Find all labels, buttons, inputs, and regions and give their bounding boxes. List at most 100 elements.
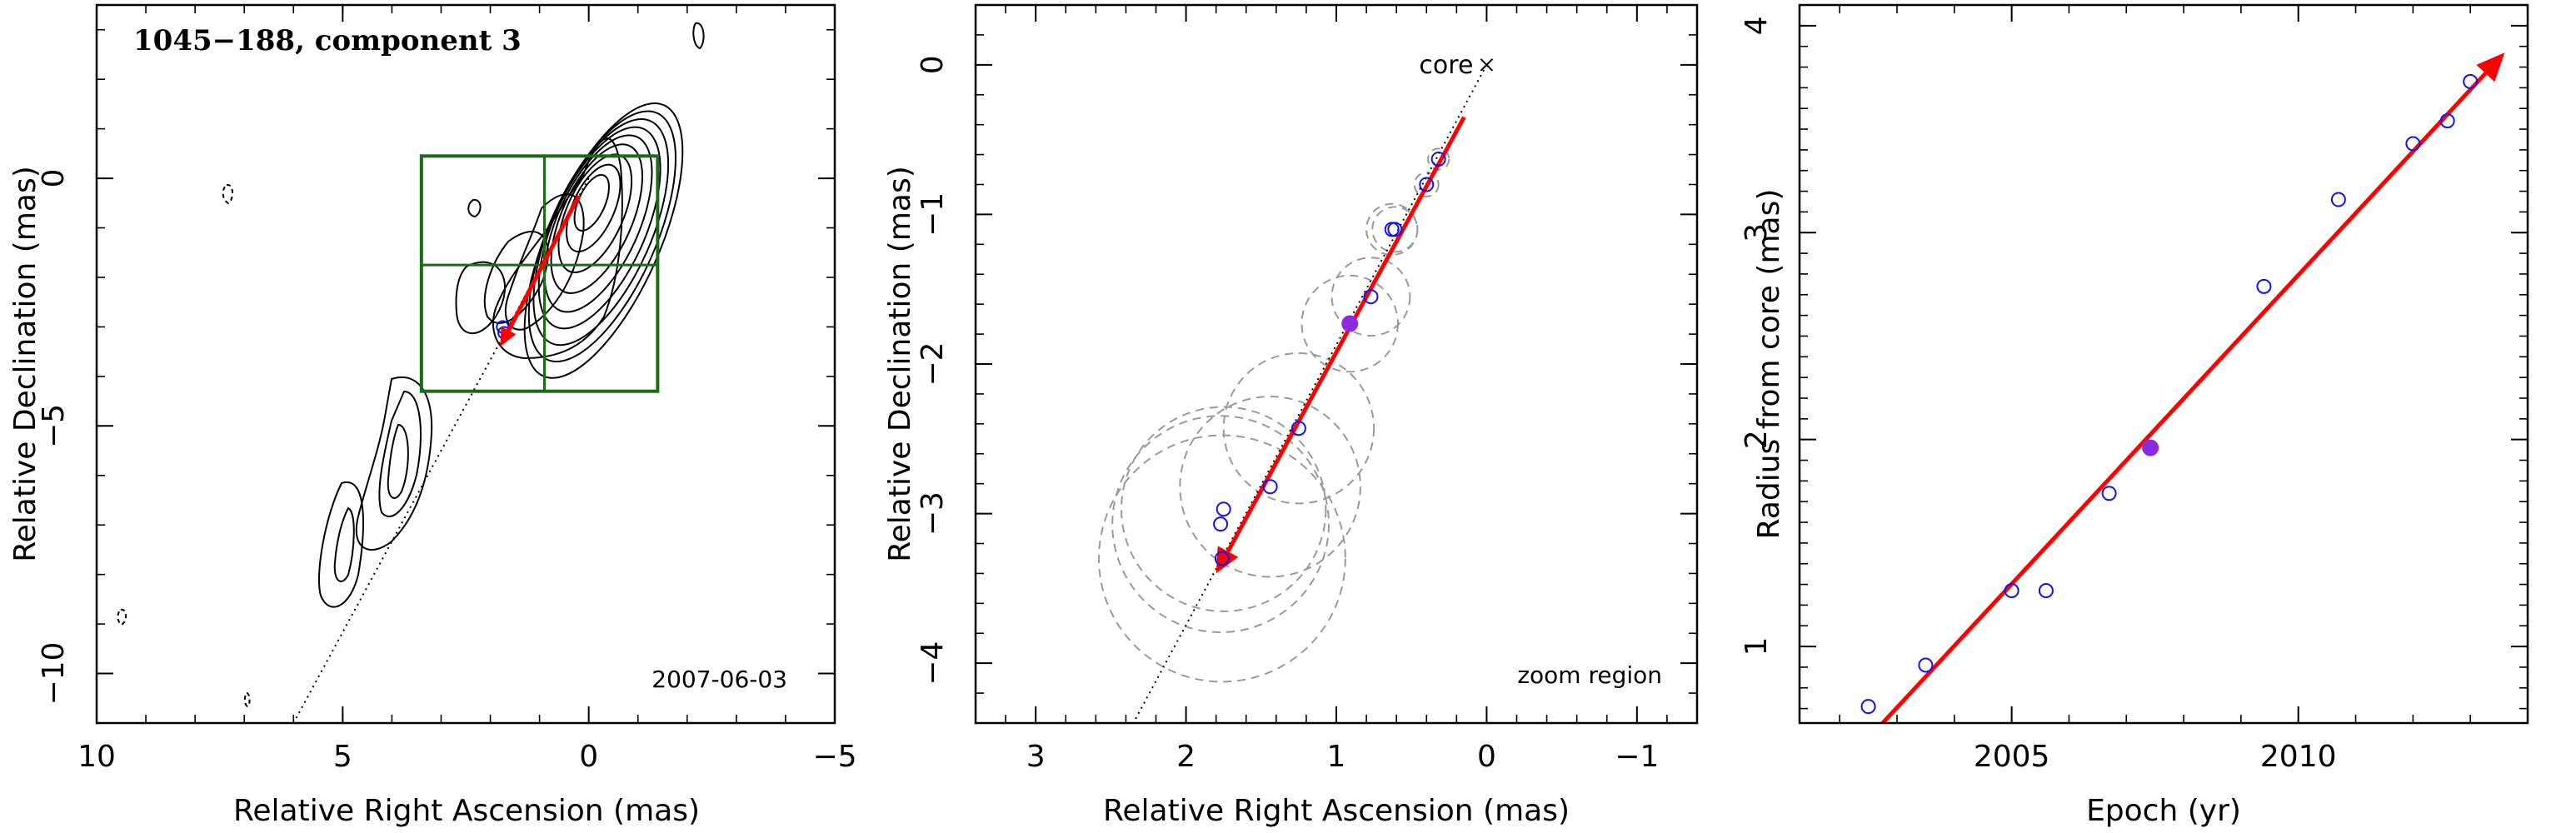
radius-y-axis-title: Radius from core (mas): [1752, 189, 1786, 540]
x-tick-label: −1: [1615, 740, 1659, 774]
zoom-plot-area: [1097, 58, 1494, 723]
x-tick-label: 2005: [1974, 740, 2050, 774]
data-point: [2330, 192, 2346, 207]
data-point: [1419, 177, 1435, 192]
jet-contour: [467, 198, 482, 218]
radius-x-axis-title: Epoch (yr): [2086, 794, 2241, 828]
x-tick-label: −5: [812, 740, 856, 774]
data-point: [2101, 486, 2117, 501]
data-point: [1262, 479, 1278, 495]
highlight-point: [2142, 439, 2159, 456]
data-point: [1384, 222, 1400, 237]
zoom-frame: [974, 3, 1699, 725]
jet-contour: [504, 193, 585, 331]
x-tick-label: 1: [1327, 740, 1346, 774]
jet-contour: [333, 506, 355, 582]
contour-level: [550, 143, 644, 294]
y-tick-label: −1: [916, 192, 950, 237]
jet-contour: [355, 376, 433, 551]
trajectory-arrow-head: [1216, 546, 1239, 574]
epoch-date-label: 2007-06-03: [651, 666, 787, 693]
contour-map-y-axis-title: Relative Declination (mas): [8, 166, 42, 562]
y-tick-label: 3: [1740, 223, 1774, 242]
data-point: [2463, 73, 2479, 89]
x-tick-label: 5: [333, 740, 352, 774]
trajectory-arrow-shaft: [507, 194, 582, 332]
error-circle: [1121, 406, 1327, 612]
contour-level: [537, 126, 661, 330]
trajectory-arrow-head: [500, 327, 517, 347]
contour-map-x-axis-title: Relative Right Ascension (mas): [233, 794, 700, 828]
contour-level: [566, 163, 622, 252]
data-point: [1860, 699, 1876, 715]
data-point: [2405, 136, 2421, 152]
contour-plot-area: [117, 22, 705, 723]
y-tick-label: 1: [1740, 637, 1774, 656]
y-tick-label: −10: [37, 642, 71, 706]
radius-frame: [1798, 3, 2529, 725]
error-circle: [1330, 257, 1411, 337]
jet-contour: [387, 423, 409, 499]
jet-contour: [455, 261, 506, 334]
y-tick-label: −4: [916, 641, 950, 686]
data-point: [2256, 278, 2272, 294]
core-marker: [1480, 58, 1494, 72]
zoom-ticks: 3 2 1 0 −1 0 −1 −2 −3 −4: [916, 4, 1698, 774]
data-point: [1430, 151, 1446, 167]
data-point: [1290, 421, 1306, 436]
fit-arrow-head: [2476, 52, 2505, 82]
fit-arrow-shaft: [1880, 72, 2488, 723]
highlight-point: [1341, 315, 1359, 332]
contour-level: [523, 102, 684, 379]
contour-map-frame: [95, 3, 836, 725]
contour-lines: [117, 22, 705, 708]
y-tick-label: 2: [1740, 430, 1774, 449]
y-tick-label: −3: [916, 491, 950, 536]
x-tick-label: 2: [1176, 740, 1196, 774]
data-point: [1363, 289, 1379, 305]
x-tick-label: 2010: [2260, 740, 2337, 774]
y-tick-label: 0: [916, 55, 950, 74]
panel-title: 1045−188, component 3: [133, 24, 522, 57]
data-point: [1216, 501, 1231, 517]
data-point: [2439, 113, 2455, 129]
jet-contour: [378, 390, 422, 517]
panel-radius-vs-epoch: 2005 2010 1 2 3 4 Epoch (yr) Radius from core…: [1740, 3, 2529, 828]
x-tick-label: 0: [579, 740, 598, 774]
x-tick-label: 3: [1026, 740, 1046, 774]
core-label: core: [1419, 51, 1473, 80]
jet-axis-line: [292, 177, 590, 723]
y-tick-label: 0: [37, 169, 71, 188]
error-circle: [1300, 274, 1399, 373]
error-circle: [1365, 202, 1419, 257]
contour-map-ticks: 10 5 0 −5 0 −5 −10: [37, 5, 857, 774]
data-point: [1213, 516, 1229, 532]
error-circle: [1179, 396, 1361, 578]
negative-contour: [222, 183, 233, 205]
data-point: [2004, 583, 2019, 599]
data-point: [2038, 583, 2054, 599]
trajectory-arrow-shaft: [1226, 116, 1466, 553]
radius-ticks: 2005 2010 1 2 3 4: [1740, 5, 2528, 774]
negative-contour: [117, 608, 127, 626]
zoom-y-axis-title: Relative Declination (mas): [883, 166, 917, 562]
y-tick-label: −2: [916, 342, 950, 386]
y-tick-label: 4: [1740, 16, 1774, 35]
error-circle: [1222, 352, 1375, 505]
radius-plot-area: [1860, 52, 2505, 723]
zoom-box: [419, 154, 660, 393]
error-circle: [1427, 147, 1450, 171]
zoom-x-axis-title: Relative Right Ascension (mas): [1103, 794, 1570, 828]
jet-contour: [318, 481, 364, 608]
x-tick-label: 0: [1477, 740, 1496, 774]
x-tick-label: 10: [77, 740, 116, 774]
panel-zoom-region: 3 2 1 0 −1 0 −1 −2 −3 −4 core zoom region Relativ…: [883, 3, 1699, 828]
zoom-region-label: zoom region: [1517, 661, 1662, 689]
negative-contour: [243, 691, 251, 708]
error-circle: [1097, 434, 1346, 683]
jet-axis-line: [1132, 64, 1488, 723]
y-tick-label: −5: [37, 404, 71, 448]
panel-contour-map: 10 5 0 −5 0 −5 −10 1045−188, component 3 2007-…: [8, 3, 857, 828]
contour-annotations: [292, 154, 660, 723]
